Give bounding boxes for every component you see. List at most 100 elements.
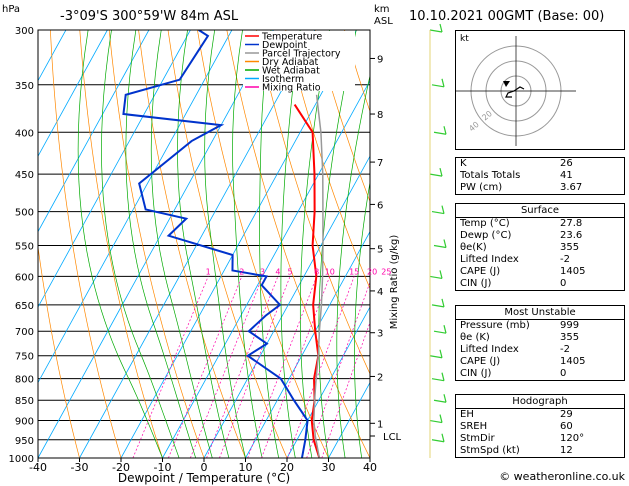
most-unstable-key: θe (K)	[460, 332, 490, 343]
hodograph-table-panel: Hodograph EH 29 SREH 60 StmDir 120° StmSpd (kt…	[455, 394, 625, 458]
hodograph-row: StmSpd (kt) 12	[456, 445, 624, 457]
hodo-ring-label-40: 40	[467, 120, 481, 133]
series-temperature	[293, 104, 321, 458]
surface-value: 1405	[560, 266, 586, 277]
km-unit: km	[374, 4, 390, 15]
wind-barb	[429, 355, 443, 359]
dry-adiabat	[50, 30, 122, 458]
wet-adiabat	[177, 30, 230, 458]
most-unstable-row: θe (K) 355	[456, 332, 624, 344]
index-row: K 26	[456, 158, 624, 170]
dry-adiabat	[285, 30, 370, 290]
wind-barb	[433, 330, 447, 334]
most-unstable-key: Pressure (mb)	[460, 320, 530, 331]
hodograph-trace	[505, 86, 525, 98]
wind-barb-flag	[439, 23, 443, 33]
mixing-ratio-line-15	[287, 276, 355, 458]
wind-barb	[431, 211, 445, 215]
index-key: Totals Totals	[460, 170, 521, 181]
surface-value: -2	[560, 254, 570, 265]
wet-adiabat	[150, 30, 213, 458]
hodograph-value: 120°	[560, 433, 585, 444]
pressure-tick-500: 500	[15, 208, 34, 219]
dry-adiabat	[108, 30, 205, 458]
surface-row: CIN (J) 0	[456, 278, 624, 290]
wind-barb-flag	[441, 372, 445, 381]
dry-adiabat	[197, 30, 329, 458]
dry-adiabat	[138, 30, 246, 458]
legend-entry: Temperature	[261, 32, 322, 43]
wind-barb	[429, 173, 443, 177]
dry-adiabat	[167, 30, 288, 458]
mixing-ratio-line-25	[321, 321, 370, 458]
legend-entry: Wet Adiabat	[262, 66, 320, 77]
surface-key: Dewp (°C)	[460, 230, 512, 241]
legend-box	[243, 31, 355, 91]
wind-barb-flag	[441, 433, 445, 442]
km-tick-6: 6	[377, 200, 383, 211]
pressure-tick-850: 850	[15, 396, 34, 407]
km-tick-7: 7	[377, 158, 383, 169]
surface-row: θe(K) 355	[456, 242, 624, 254]
hodograph-row: EH 29	[456, 409, 624, 421]
legend-entry: Isotherm	[262, 74, 304, 85]
surface-key: Temp (°C)	[460, 218, 510, 229]
hodograph-value: 12	[560, 445, 573, 456]
km-tick-3: 3	[377, 329, 383, 340]
index-value: 26	[560, 158, 573, 169]
surface-row: Temp (°C) 27.8	[456, 218, 624, 230]
mixing-ratio-label: 1	[206, 267, 211, 276]
wind-barb-flag	[439, 349, 443, 358]
surface-key: θe(K)	[460, 242, 487, 253]
legend-entry: Dewpoint	[262, 40, 307, 51]
wet-adiabat	[232, 30, 263, 458]
most-unstable-value: 999	[560, 320, 580, 331]
x-tick-40: 40	[363, 461, 377, 474]
wind-barb-flag	[443, 126, 447, 135]
hodograph-unit: kt	[460, 34, 469, 44]
km-tick-9: 9	[377, 54, 383, 65]
index-row: PW (cm) 3.67	[456, 182, 624, 194]
legend-entry: Mixing Ratio	[262, 83, 321, 94]
pressure-tick-400: 400	[15, 128, 34, 139]
isotherm--50	[38, 30, 233, 384]
isotherm--80	[38, 30, 108, 158]
hodograph-key: SREH	[460, 421, 488, 432]
wind-barb-flag	[439, 414, 443, 423]
hodograph-key: StmSpd (kt)	[460, 445, 520, 456]
pressure-tick-350: 350	[15, 81, 34, 92]
indices-panel: K 26 Totals Totals 41 PW (cm) 3.67	[455, 157, 625, 195]
mixing-ratio-line-8	[247, 276, 317, 458]
index-key: PW (cm)	[460, 182, 503, 193]
wet-adiabat	[125, 30, 197, 458]
wind-barb-flag	[443, 394, 447, 403]
wind-barb	[429, 29, 443, 33]
mixing-ratio-line-10	[261, 276, 331, 458]
wind-barb	[431, 84, 445, 88]
mixing-ratio-label: 25	[381, 267, 391, 276]
dry-adiabat	[255, 30, 370, 375]
wind-barb	[431, 378, 445, 382]
pressure-tick-900: 900	[15, 417, 34, 428]
legend-entry: Parcel Trajectory	[262, 49, 341, 60]
wind-barb-flag	[439, 167, 443, 177]
km-tick-8: 8	[377, 110, 383, 121]
datetime-title: 10.10.2021 00GMT (Base: 00)	[409, 9, 604, 24]
surface-row: CAPE (J) 1405	[456, 266, 624, 278]
mixing-ratio-line-20	[306, 281, 370, 458]
isotherm-0	[203, 155, 370, 458]
wind-barb-flag	[441, 205, 445, 214]
hodograph-svg: kt 20 40	[456, 34, 576, 146]
wet-adiabat	[318, 30, 357, 458]
km-tick-4: 4	[377, 287, 383, 298]
dry-adiabat	[38, 244, 80, 458]
mixing-ratio-label: 5	[288, 267, 293, 276]
footer-credit: © weatheronline.co.uk	[499, 470, 625, 483]
most-unstable-title: Most Unstable	[456, 306, 624, 320]
pressure-tick-750: 750	[15, 352, 34, 363]
x-tick--10: -10	[154, 461, 172, 474]
most-unstable-row: Pressure (mb) 999	[456, 320, 624, 332]
plot-frame	[37, 29, 371, 459]
most-unstable-value: 0	[560, 368, 567, 379]
